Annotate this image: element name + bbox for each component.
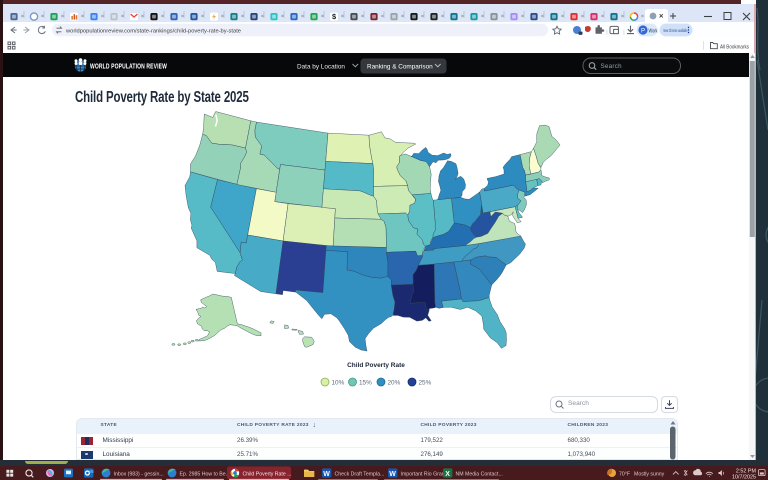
svg-text:Check Draft Templa...: Check Draft Templa... <box>335 471 385 477</box>
svg-text:$: $ <box>332 12 336 21</box>
svg-text:All Bookmarks: All Bookmarks <box>720 44 749 50</box>
svg-text:Mostly sunny: Mostly sunny <box>634 471 665 477</box>
svg-text:Data by Location: Data by Location <box>297 63 345 70</box>
svg-text:Ep. 2985 How to Be...: Ep. 2985 How to Be... <box>180 471 230 477</box>
svg-text:20%: 20% <box>388 379 401 386</box>
svg-text:70°F: 70°F <box>619 471 630 477</box>
svg-text:P: P <box>641 28 645 34</box>
svg-text:2:52 PM: 2:52 PM <box>736 468 757 474</box>
svg-text:NM Media Contact...: NM Media Contact... <box>456 471 503 477</box>
svg-text:X: X <box>445 471 450 478</box>
svg-text:Child Poverty Rate ...: Child Poverty Rate ... <box>243 471 292 477</box>
svg-text:Important Rio Gran...: Important Rio Gran... <box>401 471 449 477</box>
svg-text:New Chrome available: New Chrome available <box>664 28 688 33</box>
svg-text:worldpopulationreview.com/stat: worldpopulationreview.com/state-rankings… <box>65 28 241 34</box>
svg-text:10%: 10% <box>332 379 345 386</box>
svg-text:Inbox (983) - gessin...: Inbox (983) - gessin... <box>114 471 164 477</box>
svg-text:Ranking & Comparison: Ranking & Comparison <box>367 63 433 70</box>
svg-text:W: W <box>323 471 330 478</box>
svg-text:10/7/2025: 10/7/2025 <box>732 475 756 480</box>
svg-text:15%: 15% <box>359 379 372 386</box>
svg-text:Work: Work <box>649 28 658 34</box>
svg-text:25%: 25% <box>419 379 432 386</box>
svg-text:W: W <box>389 471 396 478</box>
svg-text:Search: Search <box>601 63 623 70</box>
svg-text:WORLD POPULATION REVIEW: WORLD POPULATION REVIEW <box>90 62 167 71</box>
